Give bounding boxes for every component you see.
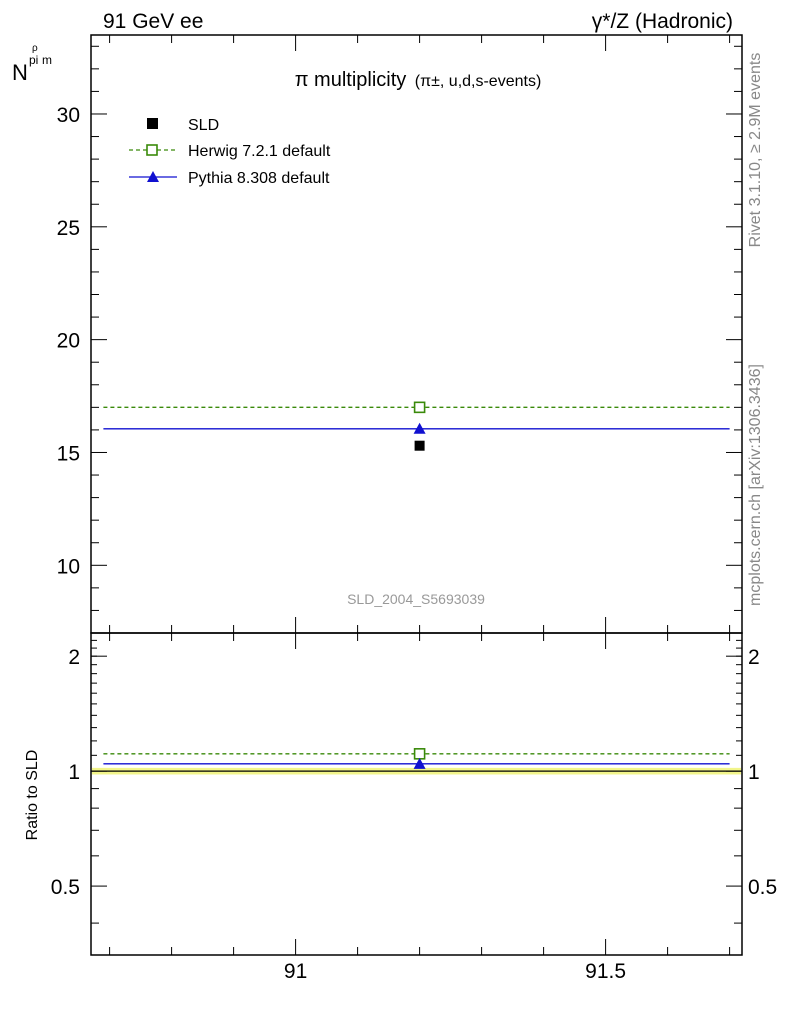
ylabel-sub-text: pi xyxy=(29,53,38,67)
header-right-text: γ*/Z (Hadronic) xyxy=(592,10,733,33)
main-ytick-label: 15 xyxy=(57,442,80,465)
main-axes: 10 15 20 25 30 xyxy=(57,35,742,633)
plot-title-main: π multiplicity xyxy=(295,69,407,91)
analysis-watermark: SLD_2004_S5693039 xyxy=(347,591,485,607)
legend-pythia-marker xyxy=(147,171,159,182)
main-data-point xyxy=(413,401,426,414)
main-ylabel: N pi ρ m xyxy=(12,43,52,85)
main-data-point xyxy=(414,440,425,451)
mcplots-side-text: mcplots.cern.ch [arXiv:1306.3436] xyxy=(747,364,764,606)
ratio-ytick-label-right: 2 xyxy=(748,646,760,669)
ylabel-main-letter: N xyxy=(12,60,28,85)
ratio-plot-frame xyxy=(90,632,743,956)
legend-herwig-label: Herwig 7.2.1 default xyxy=(188,143,331,160)
ratio-data-point xyxy=(413,748,426,760)
ratio-xtick-label: 91.5 xyxy=(585,960,626,983)
main-ytick-label: 20 xyxy=(57,330,80,353)
ylabel-sub2-text: m xyxy=(42,53,52,67)
ratio-ytick-label-left: 1 xyxy=(68,761,80,784)
ratio-ylabel: Ratio to SLD xyxy=(24,750,41,841)
ratio-axes: 91 91.5 0.5 0.5 1 1 2 2 xyxy=(51,633,777,983)
rivet-side-text: Rivet 3.1.10, ≥ 2.9M events xyxy=(747,53,764,248)
ratio-marks xyxy=(103,748,730,769)
main-ytick-label: 25 xyxy=(57,217,80,240)
main-ytick-label: 30 xyxy=(57,104,80,127)
legend-pythia-label: Pythia 8.308 default xyxy=(188,170,330,187)
ratio-ytick-label-left: 0.5 xyxy=(51,876,80,899)
ratio-ytick-label-right: 0.5 xyxy=(748,876,777,899)
main-data-point xyxy=(413,422,426,434)
legend-sld-label: SLD xyxy=(188,117,219,134)
ylabel-sup-text: ρ xyxy=(32,43,38,54)
ratio-ytick-label-right: 1 xyxy=(748,761,760,784)
header-left-text: 91 GeV ee xyxy=(103,10,203,33)
plot-title: π multiplicity (π±, u,d,s-events) xyxy=(295,69,542,91)
ratio-data-point xyxy=(413,757,426,769)
legend-sld-marker xyxy=(147,118,158,129)
legend: SLD Herwig 7.2.1 default Pythia 8.308 de… xyxy=(129,117,331,187)
main-marks xyxy=(103,401,730,451)
legend-herwig-marker xyxy=(146,144,158,156)
ratio-xtick-label: 91 xyxy=(284,960,307,983)
main-ytick-label: 10 xyxy=(57,555,80,578)
plot-title-sub: (π±, u,d,s-events) xyxy=(415,73,542,90)
ratio-ytick-label-left: 2 xyxy=(68,646,80,669)
